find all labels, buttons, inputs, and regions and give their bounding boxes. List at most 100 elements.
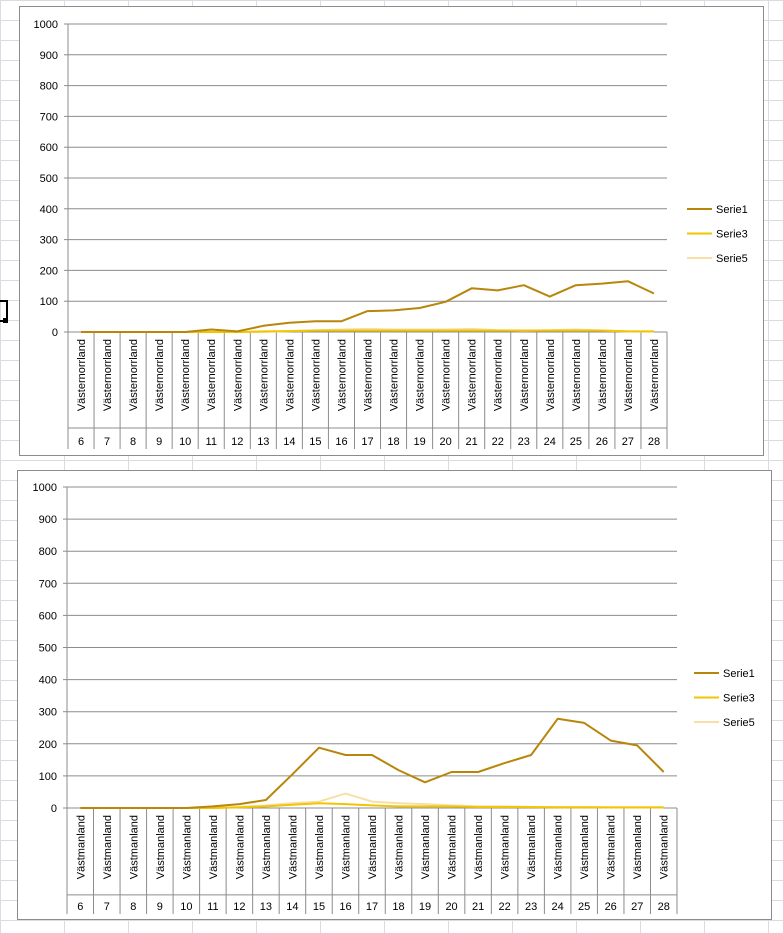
category-region-label: Västmanland xyxy=(394,815,406,879)
category-region-label: Västernorrland xyxy=(336,339,348,411)
category-region-label: Västernorrland xyxy=(493,339,505,411)
category-region-label: Västmanland xyxy=(102,815,114,879)
legend-label: Serie5 xyxy=(716,253,748,265)
category-week-label: 9 xyxy=(156,436,162,448)
category-region-label: Västernorrland xyxy=(284,339,296,411)
y-tick-label: 800 xyxy=(40,81,58,93)
category-region-label: Västernorrland xyxy=(206,339,218,411)
category-week-label: 13 xyxy=(260,901,272,913)
category-region-label: Västmanland xyxy=(128,815,140,879)
category-region-label: Västmanland xyxy=(75,815,87,879)
series-line-serie1 xyxy=(81,280,655,333)
category-region-label: Västmanland xyxy=(526,815,538,879)
legend-label: Serie1 xyxy=(716,204,748,216)
category-week-label: 24 xyxy=(552,901,564,913)
category-region-label: Västmanland xyxy=(234,815,246,879)
y-tick-label: 0 xyxy=(52,327,58,339)
category-region-label: Västernorrland xyxy=(363,339,375,411)
y-tick-label: 1000 xyxy=(33,482,57,494)
chart-svg: 0 100 200 300 400 500 600 700 800 900 1000 Västmanl… xyxy=(33,482,755,914)
y-tick-label: 700 xyxy=(40,111,58,123)
category-region-label: Västmanland xyxy=(632,815,644,879)
y-tick-label: 900 xyxy=(40,50,58,62)
category-region-label: Västernorrland xyxy=(441,339,453,411)
category-week-label: 9 xyxy=(157,901,163,913)
category-region-label: Västernorrland xyxy=(649,339,661,411)
y-tick-label: 1000 xyxy=(34,19,58,31)
category-region-label: Västmanland xyxy=(579,815,591,879)
category-week-label: 17 xyxy=(366,901,378,913)
category-week-label: 27 xyxy=(631,901,643,913)
y-tick-label: 200 xyxy=(40,265,58,277)
category-week-label: 17 xyxy=(361,436,373,448)
category-region-label: Västmanland xyxy=(500,815,512,879)
category-week-label: 27 xyxy=(622,436,634,448)
category-region-label: Västernorrland xyxy=(180,339,192,411)
category-region-label: Västmanland xyxy=(261,815,273,879)
category-week-label: 6 xyxy=(77,901,83,913)
category-region-label: Västmanland xyxy=(659,815,671,879)
chart-selection-handle[interactable] xyxy=(0,300,8,323)
y-tick-label: 400 xyxy=(40,204,58,216)
category-region-label: Västernorrland xyxy=(519,339,531,411)
y-tick-label: 500 xyxy=(40,173,58,185)
category-week-label: 24 xyxy=(544,436,556,448)
category-week-label: 8 xyxy=(130,436,136,448)
category-region-label: Västernorrland xyxy=(128,339,140,411)
category-week-label: 8 xyxy=(130,901,136,913)
category-week-label: 26 xyxy=(605,901,617,913)
category-week-label: 16 xyxy=(335,436,347,448)
category-week-label: 28 xyxy=(648,436,660,448)
category-region-label: Västmanland xyxy=(606,815,618,879)
category-region-label: Västernorrland xyxy=(76,339,88,411)
category-region-label: Västmanland xyxy=(181,815,193,879)
category-region-label: Västmanland xyxy=(208,815,220,879)
series-line-serie1 xyxy=(80,717,665,809)
category-region-label: Västernorrland xyxy=(389,339,401,411)
category-week-label: 10 xyxy=(180,901,192,913)
category-region-label: Västmanland xyxy=(473,815,485,879)
category-week-label: 21 xyxy=(472,901,484,913)
category-week-label: 15 xyxy=(313,901,325,913)
category-region-label: Västernorrland xyxy=(467,339,479,411)
category-week-label: 10 xyxy=(179,436,191,448)
category-week-label: 21 xyxy=(466,436,478,448)
y-tick-label: 600 xyxy=(40,142,58,154)
category-region-label: Västernorrland xyxy=(571,339,583,411)
y-tick-label: 300 xyxy=(40,235,58,247)
category-week-label: 20 xyxy=(440,436,452,448)
category-region-label: Västmanland xyxy=(155,815,167,879)
category-week-label: 11 xyxy=(206,436,217,448)
legend-label: Serie3 xyxy=(723,693,755,705)
category-week-label: 7 xyxy=(104,436,110,448)
category-week-label: 22 xyxy=(498,901,510,913)
category-region-label: Västernorrland xyxy=(310,339,322,411)
category-region-label: Västernorrland xyxy=(597,339,609,411)
category-week-label: 18 xyxy=(392,901,404,913)
category-week-label: 12 xyxy=(231,436,243,448)
category-region-label: Västernorrland xyxy=(545,339,557,411)
category-week-label: 20 xyxy=(445,901,457,913)
y-tick-label: 400 xyxy=(39,675,57,687)
category-week-label: 22 xyxy=(492,436,504,448)
category-region-label: Västmanland xyxy=(420,815,432,879)
category-region-label: Västmanland xyxy=(367,815,379,879)
category-region-label: Västernorrland xyxy=(102,339,114,411)
chart-vastmanland[interactable]: 0 100 200 300 400 500 600 700 800 900 1000 Västmanl… xyxy=(17,470,772,920)
category-week-label: 25 xyxy=(570,436,582,448)
category-region-label: Västernorrland xyxy=(232,339,244,411)
category-region-label: Västernorrland xyxy=(623,339,635,411)
category-week-label: 12 xyxy=(233,901,245,913)
category-week-label: 19 xyxy=(413,436,425,448)
category-week-label: 16 xyxy=(339,901,351,913)
category-week-label: 18 xyxy=(387,436,399,448)
category-region-label: Västernorrland xyxy=(258,339,270,411)
y-tick-label: 300 xyxy=(39,707,57,719)
chart-vasternorrland[interactable]: 0 100 200 300 400 500 600 700 800 900 1000 Västerno… xyxy=(19,6,764,456)
category-week-label: 28 xyxy=(658,901,670,913)
y-tick-label: 0 xyxy=(51,803,57,815)
legend-label: Serie3 xyxy=(716,229,748,241)
category-week-label: 23 xyxy=(518,436,530,448)
y-tick-label: 200 xyxy=(39,739,57,751)
legend-label: Serie5 xyxy=(723,717,755,729)
